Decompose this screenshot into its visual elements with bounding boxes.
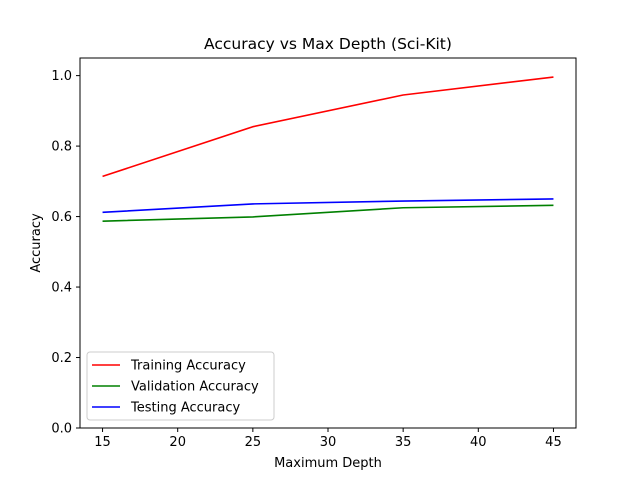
x-tick-label: 30 xyxy=(320,435,337,450)
y-axis-label: Accuracy xyxy=(29,213,44,273)
legend-label: Testing Accuracy xyxy=(130,401,240,416)
x-tick-label: 40 xyxy=(470,435,487,450)
x-axis-label: Maximum Depth xyxy=(274,456,382,471)
x-tick-label: 20 xyxy=(169,435,186,450)
y-tick-label: 0.4 xyxy=(51,281,72,296)
legend-label: Validation Accuracy xyxy=(131,380,259,395)
legend-label: Training Accuracy xyxy=(130,359,246,374)
series-layer xyxy=(102,76,554,222)
y-tick-label: 0.2 xyxy=(51,351,72,366)
x-tick-label: 15 xyxy=(94,435,111,450)
chart-title: Accuracy vs Max Depth (Sci-Kit) xyxy=(204,35,452,53)
y-tick-label: 0.0 xyxy=(51,422,72,437)
y-tick-label: 0.8 xyxy=(51,140,72,155)
x-tick-label: 25 xyxy=(245,435,262,450)
legend: Training Accuracy Validation Accuracy Test… xyxy=(86,351,275,421)
x-tick-label: 35 xyxy=(395,435,412,450)
legend-box xyxy=(86,351,275,421)
y-axis: 0.0 0.2 0.4 0.6 0.8 1.0 xyxy=(51,69,80,437)
y-tick-label: 0.6 xyxy=(51,210,72,225)
series-line-testing-accuracy xyxy=(102,198,554,214)
series-line-validation-accuracy xyxy=(102,204,554,222)
x-axis: 15 20 25 30 35 40 45 xyxy=(94,428,562,450)
series-line-training-accuracy xyxy=(102,76,554,178)
y-tick-label: 1.0 xyxy=(51,69,72,84)
x-tick-label: 45 xyxy=(545,435,562,450)
